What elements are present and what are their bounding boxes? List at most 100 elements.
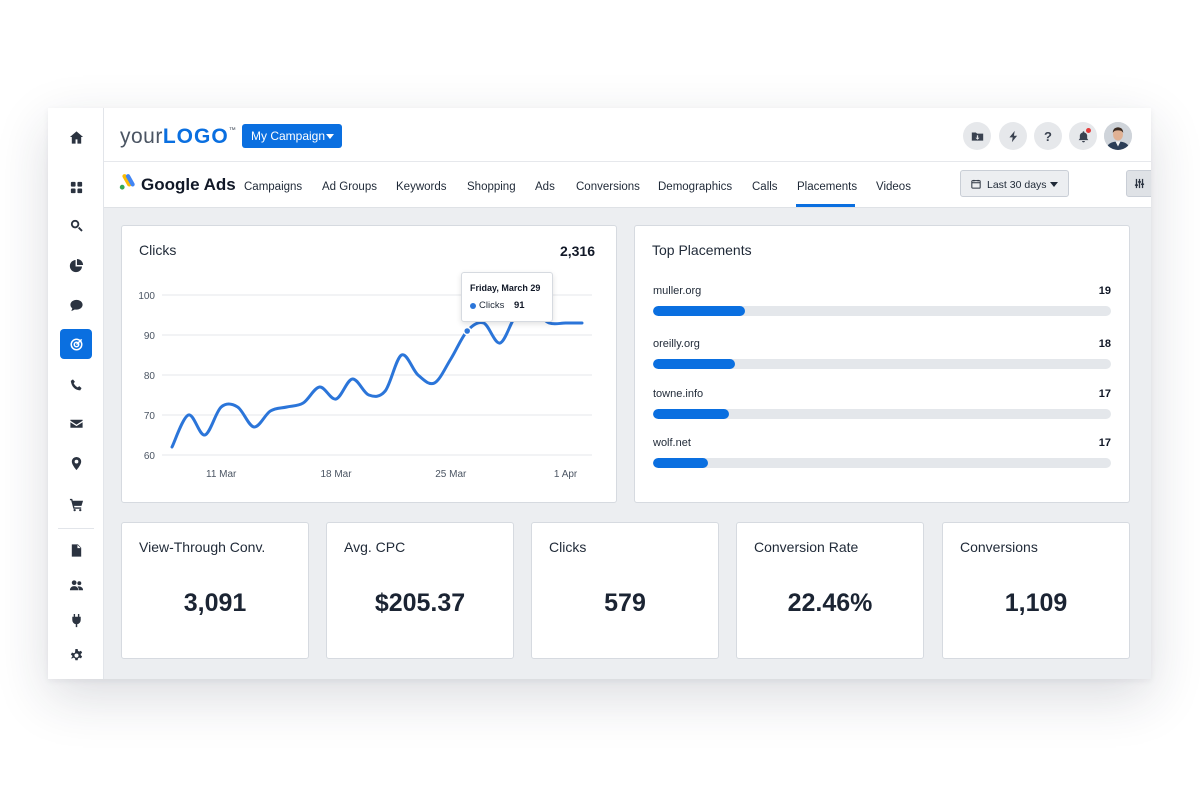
logo-main: LOGO bbox=[162, 125, 229, 148]
quick-actions-button[interactable] bbox=[999, 122, 1027, 150]
sidebar-item-documents[interactable] bbox=[60, 535, 92, 565]
sidebar-item-settings[interactable] bbox=[60, 640, 92, 670]
kpi-label: Conversion Rate bbox=[754, 539, 859, 555]
date-range-selector[interactable]: Last 30 days bbox=[960, 170, 1069, 197]
sidebar-item-ppc[interactable] bbox=[60, 329, 92, 359]
y-tick-label: 100 bbox=[138, 291, 155, 302]
chat-icon bbox=[69, 299, 83, 311]
active-tab-indicator bbox=[796, 204, 855, 207]
search-icon bbox=[70, 219, 83, 232]
notification-badge bbox=[1086, 128, 1091, 133]
tab-keywords[interactable]: Keywords bbox=[396, 181, 447, 193]
customize-button[interactable] bbox=[1126, 170, 1151, 197]
x-tick-label: 25 Mar bbox=[435, 469, 467, 480]
folder-download-icon bbox=[971, 131, 983, 141]
clicks-total: 2,316 bbox=[559, 243, 595, 259]
folder-download-button[interactable] bbox=[963, 122, 991, 150]
sidebar-item-home[interactable] bbox=[60, 122, 92, 152]
tooltip-series-dot bbox=[470, 303, 476, 309]
avatar-photo bbox=[1104, 122, 1132, 150]
sidebar-item-chat[interactable] bbox=[60, 290, 92, 320]
help-icon: ? bbox=[1044, 128, 1052, 144]
y-tick-label: 60 bbox=[144, 451, 156, 462]
brand-logo[interactable]: yourLOGO™ bbox=[120, 125, 236, 149]
tab-campaigns[interactable]: Campaigns bbox=[244, 181, 303, 193]
cart-icon bbox=[69, 498, 83, 511]
google-ads-logo-icon bbox=[119, 174, 135, 190]
pie-chart-icon bbox=[69, 258, 83, 272]
sidebar-item-reports[interactable] bbox=[60, 250, 92, 280]
source-title: Google Ads bbox=[141, 175, 236, 194]
kpi-card-clicks: Clicks 579 bbox=[531, 522, 719, 659]
sidebar-item-email[interactable] bbox=[60, 408, 92, 438]
campaign-label: My Campaign bbox=[251, 129, 326, 143]
tooltip-value: 91 bbox=[514, 300, 525, 311]
home-icon bbox=[69, 130, 83, 144]
sidebar-item-dashboard[interactable] bbox=[60, 172, 92, 202]
placement-row[interactable]: oreilly.org 18 bbox=[653, 338, 1111, 378]
clicks-line-chart[interactable]: 60 70 80 90 100 11 Mar 18 Mar 25 Mar 1 Apr bbox=[122, 226, 618, 504]
tab-placements[interactable]: Placements bbox=[797, 181, 858, 193]
sidebar-item-local[interactable] bbox=[60, 448, 92, 478]
tab-ad-groups[interactable]: Ad Groups bbox=[322, 181, 377, 193]
tooltip-date: Friday, March 29 bbox=[470, 283, 541, 293]
kpi-card-conversions: Conversions 1,109 bbox=[942, 522, 1130, 659]
chart-tooltip: Friday, March 29 Clicks 91 bbox=[461, 272, 553, 322]
kpi-card-view-through-conv: View-Through Conv. 3,091 bbox=[121, 522, 309, 659]
kpi-value: 1,109 bbox=[1004, 589, 1068, 617]
notifications-button[interactable] bbox=[1069, 122, 1097, 150]
sidebar-item-users[interactable] bbox=[60, 570, 92, 600]
sidebar-item-integrations[interactable] bbox=[60, 605, 92, 635]
gear-icon bbox=[70, 648, 82, 660]
tooltip-series-name: Clicks bbox=[479, 300, 505, 311]
source-tabs-bar: Google Ads Campaigns Ad Groups Keywords Sho… bbox=[104, 162, 1151, 208]
help-button[interactable]: ? bbox=[1034, 122, 1062, 150]
tab-conversions[interactable]: Conversions bbox=[576, 181, 640, 193]
sidebar-item-search[interactable] bbox=[60, 210, 92, 240]
y-tick-label: 70 bbox=[144, 411, 156, 422]
placement-row[interactable]: towne.info 17 bbox=[653, 388, 1111, 428]
placement-row[interactable]: wolf.net 17 bbox=[653, 437, 1111, 477]
placement-bar-fill bbox=[653, 458, 708, 468]
kpi-card-conversion-rate: Conversion Rate 22.46% bbox=[736, 522, 924, 659]
x-tick-label: 11 Mar bbox=[206, 469, 237, 480]
sidebar-divider bbox=[58, 528, 94, 529]
kpi-value: 579 bbox=[604, 589, 646, 617]
series-line-clicks[interactable] bbox=[170, 308, 584, 449]
placement-value: 17 bbox=[1098, 388, 1111, 400]
kpi-card-avg-cpc: Avg. CPC $205.37 bbox=[326, 522, 514, 659]
sidebar bbox=[48, 108, 104, 679]
placement-bar-track bbox=[653, 458, 1111, 468]
placement-name: towne.info bbox=[653, 388, 704, 400]
top-header: yourLOGO™ My Campaign ? bbox=[104, 108, 1151, 162]
chevron-down-icon bbox=[326, 134, 334, 139]
y-tick-label: 80 bbox=[144, 371, 156, 382]
user-avatar[interactable] bbox=[1104, 122, 1132, 150]
chevron-down-icon bbox=[1050, 182, 1058, 187]
tab-calls[interactable]: Calls bbox=[752, 181, 778, 193]
sidebar-item-ecommerce[interactable] bbox=[60, 489, 92, 519]
bell-icon bbox=[1078, 130, 1088, 142]
placement-name: wolf.net bbox=[653, 437, 691, 449]
placement-bar-fill bbox=[653, 409, 729, 419]
tab-ads[interactable]: Ads bbox=[535, 181, 555, 193]
tab-shopping[interactable]: Shopping bbox=[467, 181, 516, 193]
x-tick-label: 1 Apr bbox=[554, 469, 578, 480]
placement-bar-fill bbox=[653, 306, 745, 316]
sliders-icon bbox=[1134, 178, 1145, 189]
kpi-value: 3,091 bbox=[183, 589, 247, 617]
logo-prefix: your bbox=[120, 125, 163, 148]
placement-value: 17 bbox=[1098, 437, 1111, 449]
placement-bar-fill bbox=[653, 359, 736, 369]
tab-demographics[interactable]: Demographics bbox=[658, 181, 733, 193]
placement-name: oreilly.org bbox=[653, 338, 700, 350]
sidebar-item-calls[interactable] bbox=[60, 370, 92, 400]
clicks-chart-card: Clicks 2,316 60 70 80 90 100 11 Mar 18 Mar 25 M… bbox=[121, 225, 617, 503]
kpi-label: Conversions bbox=[960, 539, 1038, 555]
placement-row[interactable]: muller.org 19 bbox=[653, 285, 1111, 325]
users-icon bbox=[69, 579, 83, 590]
kpi-value: $205.37 bbox=[374, 589, 466, 617]
highlighted-point[interactable] bbox=[462, 326, 472, 336]
tab-videos[interactable]: Videos bbox=[876, 181, 911, 193]
campaign-selector[interactable]: My Campaign bbox=[242, 124, 342, 148]
